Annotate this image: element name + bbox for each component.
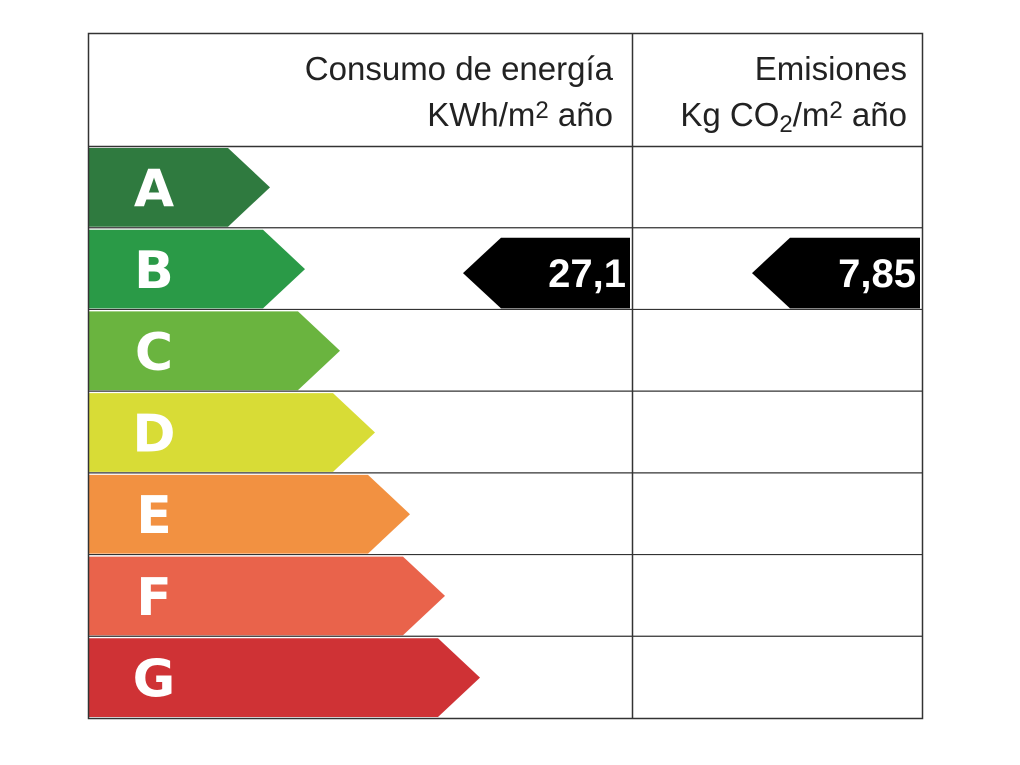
class-arrow bbox=[89, 556, 445, 636]
table-border bbox=[87, 32, 924, 720]
rating-value: 27,1 bbox=[548, 252, 626, 296]
rating-marker bbox=[463, 237, 630, 309]
unit-part: Kg CO bbox=[680, 96, 779, 133]
class-arrow bbox=[89, 638, 480, 717]
class-arrow bbox=[89, 148, 270, 227]
class-letter: F bbox=[136, 568, 172, 628]
unit-part: KWh/m bbox=[427, 96, 535, 133]
emissions-unit: Kg CO2/m2 año bbox=[680, 96, 907, 138]
emissions-title: Emisiones bbox=[755, 50, 907, 87]
unit-sup: 2 bbox=[535, 97, 548, 124]
class-arrow bbox=[89, 474, 410, 554]
unit-part: año bbox=[843, 96, 907, 133]
class-letter: G bbox=[133, 650, 176, 710]
unit-sub: 2 bbox=[779, 111, 792, 138]
class-letter: B bbox=[134, 241, 174, 301]
unit-part: año bbox=[549, 96, 613, 133]
unit-part: /m bbox=[793, 96, 830, 133]
class-arrow bbox=[89, 311, 340, 391]
class-arrow bbox=[89, 393, 375, 472]
rating-value: 7,85 bbox=[838, 252, 916, 296]
class-arrow bbox=[89, 229, 305, 309]
energy-unit: KWh/m2 año bbox=[427, 96, 613, 133]
unit-sup: 2 bbox=[829, 97, 842, 124]
class-letter: E bbox=[136, 486, 172, 546]
class-letter: A bbox=[134, 159, 174, 219]
rating-marker bbox=[752, 237, 920, 309]
class-letter: C bbox=[135, 323, 173, 383]
energy-title: Consumo de energía bbox=[305, 50, 614, 87]
class-letter: D bbox=[132, 405, 175, 465]
